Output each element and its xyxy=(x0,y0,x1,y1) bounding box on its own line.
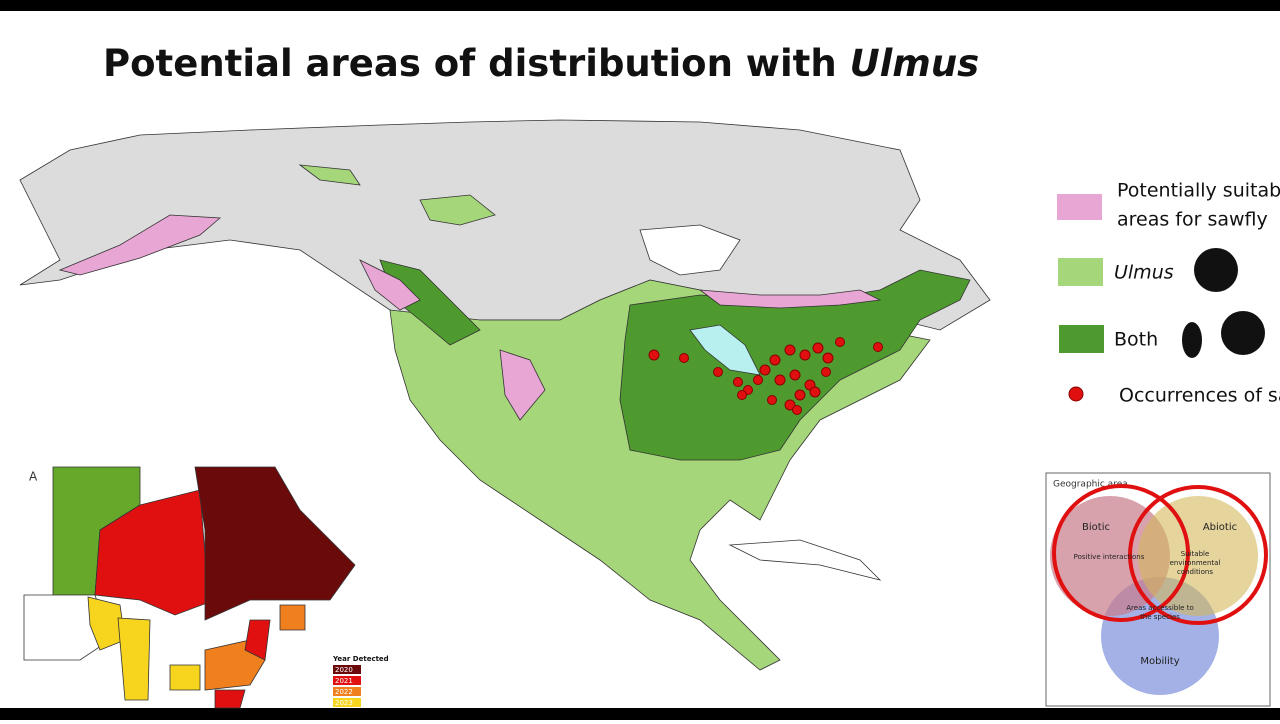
title-text: Potential areas of distribution with xyxy=(103,42,850,85)
legend-label: Potentially suitab xyxy=(1117,180,1280,202)
slide-title: Potential areas of distribution with Ulm… xyxy=(103,42,979,85)
title-italic: Ulmus xyxy=(850,42,980,85)
tree-icon xyxy=(1194,248,1238,292)
legend-swatch xyxy=(1059,325,1104,353)
venn-desc: Areas accessible to the species xyxy=(1126,604,1194,621)
venn-label: Abiotic xyxy=(1203,522,1237,533)
venn-desc: Positive interactions xyxy=(1074,553,1145,561)
bottom-bar xyxy=(0,708,1280,720)
legend-swatch xyxy=(1057,194,1102,220)
venn-circle xyxy=(1050,496,1170,616)
year-swatch xyxy=(333,698,361,707)
legend-label: areas for sawfly xyxy=(1117,209,1268,231)
inset-legend-title: Year Detected xyxy=(332,655,389,663)
year-label: 2021 xyxy=(335,677,353,685)
panel-label: A xyxy=(29,470,38,484)
tree-icon xyxy=(1221,311,1265,355)
highlight-circle xyxy=(1128,485,1268,625)
legend-label: Ulmus xyxy=(1114,262,1174,284)
venn-circle xyxy=(1138,496,1258,616)
inset-legend: 2020 2021 2022 2023 xyxy=(333,665,361,707)
inset-map xyxy=(23,466,386,709)
top-bar xyxy=(0,0,1280,11)
venn-desc-box: Areas accessible to the species xyxy=(1126,604,1194,621)
year-swatch xyxy=(333,687,361,696)
venn-desc: Suitable environmental conditions xyxy=(1169,550,1221,574)
legend-label: Both xyxy=(1114,329,1158,351)
legend-label: Occurrences of sa xyxy=(1119,385,1280,407)
legend-swatch xyxy=(1058,258,1103,286)
venn-title: Geographic area xyxy=(1053,480,1128,490)
venn-label: Biotic xyxy=(1082,522,1110,533)
year-label: 2022 xyxy=(335,688,353,696)
legend-dot xyxy=(1068,386,1084,402)
venn-desc-box: Suitable environmental conditions xyxy=(1169,550,1221,574)
highlight-circle xyxy=(1052,484,1190,622)
year-swatch xyxy=(333,665,361,674)
year-swatch xyxy=(333,676,361,685)
year-label: 2020 xyxy=(335,666,353,674)
venn-label: Mobility xyxy=(1140,656,1179,667)
sawfly-icon xyxy=(1182,322,1202,358)
year-label: 2023 xyxy=(335,699,353,707)
occurrence-points xyxy=(648,337,883,415)
